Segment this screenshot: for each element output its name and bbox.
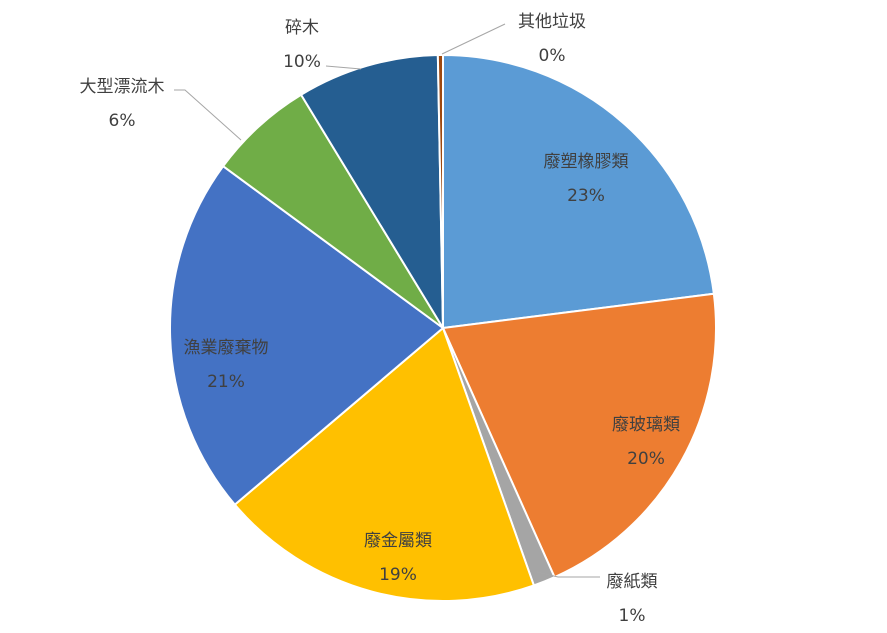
labels-layer: 廢塑橡膠類 23% 廢玻璃類 20% 廢紙類 1% 廢金屬類 19% 漁業廢棄物 21% 大型漂流木… (80, 12, 681, 626)
slice-label-4: 廢金屬類 (364, 531, 432, 551)
slices-layer (169, 54, 717, 602)
slice-label-3: 廢紙類 (607, 572, 658, 592)
slice-percent-7: 10% (283, 52, 321, 72)
slice-percent-1: 23% (567, 186, 605, 206)
slice-label-2: 廢玻璃類 (612, 415, 680, 435)
pie-slice-2 (442, 292, 717, 579)
pie-slice-1 (442, 54, 715, 329)
pie-slice-4 (233, 327, 535, 602)
slice-label-1: 廢塑橡膠類 (544, 152, 629, 172)
slice-label-6: 大型漂流木 (80, 77, 165, 97)
slice-percent-2: 20% (627, 449, 665, 469)
slice-percent-6: 6% (109, 111, 136, 131)
pie-slice-8 (436, 54, 444, 329)
slice-label-7: 碎木 (285, 18, 319, 38)
leader-line-8 (441, 23, 506, 55)
slice-percent-3: 1% (619, 606, 646, 626)
pie-slice-7 (300, 54, 444, 329)
slice-label-8: 其他垃圾 (518, 12, 586, 32)
pie-slice-5 (169, 165, 444, 506)
slice-percent-5: 21% (207, 372, 245, 392)
slice-label-5: 漁業廢棄物 (184, 338, 269, 358)
leader-line-7 (325, 65, 362, 70)
leader-line-6 (174, 89, 242, 141)
leader-lines-layer (174, 23, 600, 578)
slice-percent-4: 19% (379, 565, 417, 585)
leader-line-3 (536, 571, 600, 578)
slice-percent-8: 0% (539, 46, 566, 66)
